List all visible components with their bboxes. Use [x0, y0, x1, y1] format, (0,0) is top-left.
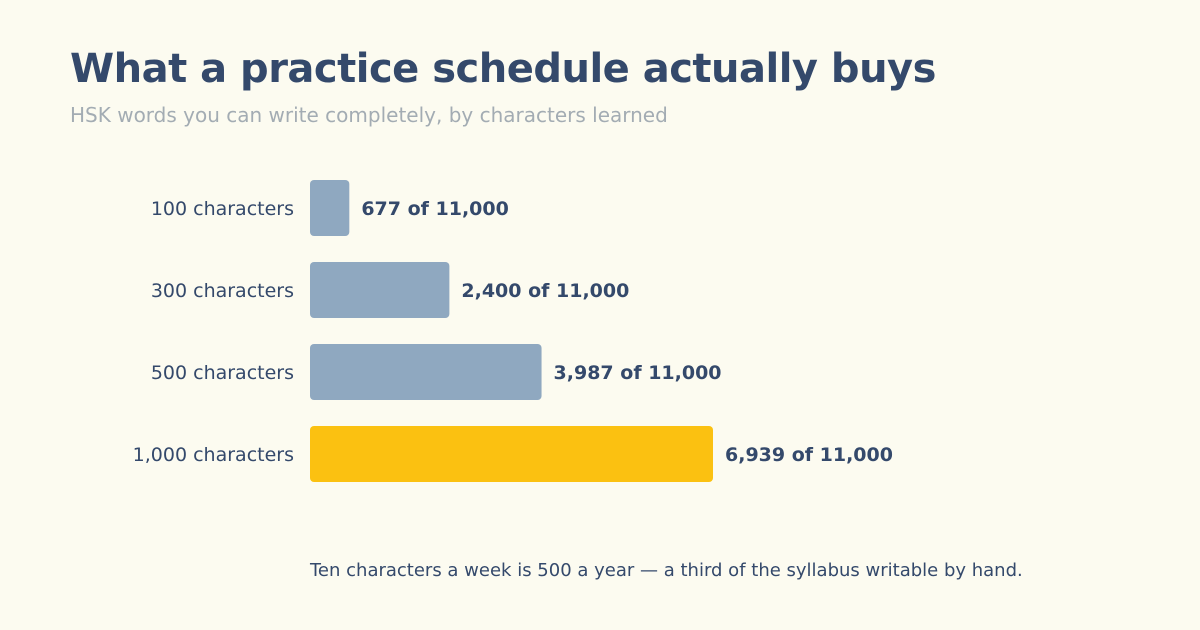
category-label: 100 characters [151, 198, 294, 220]
value-label: 677 of 11,000 [361, 198, 509, 220]
chart-title: What a practice schedule actually buys [70, 46, 936, 92]
chart-footnote: Ten characters a week is 500 a year — a … [310, 560, 1023, 581]
value-label: 3,987 of 11,000 [554, 362, 722, 384]
value-label: 2,400 of 11,000 [461, 280, 629, 302]
bar [310, 262, 450, 318]
category-label: 300 characters [151, 280, 294, 302]
chart-subtitle: HSK words you can write completely, by c… [70, 103, 668, 127]
value-label: 6,939 of 11,000 [725, 444, 893, 466]
bar-chart: 100 characters 677 of 11,000 300 character… [133, 180, 893, 482]
bar [310, 180, 350, 236]
bar [310, 426, 713, 482]
bar [310, 344, 542, 400]
category-label: 1,000 characters [133, 444, 294, 466]
category-label: 500 characters [151, 362, 294, 384]
